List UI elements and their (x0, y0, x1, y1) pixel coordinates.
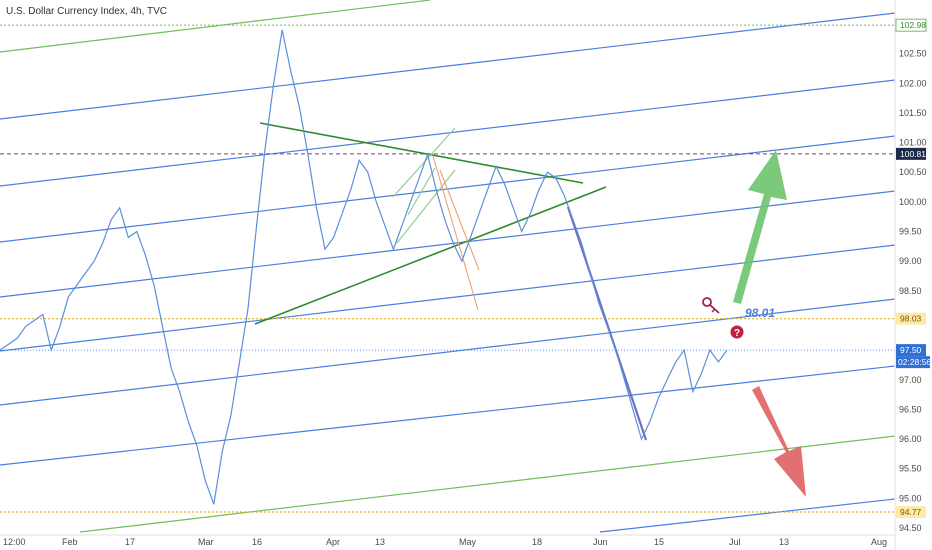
y-tick-label: 101.00 (899, 138, 927, 148)
mini-channel-line[interactable] (396, 169, 456, 244)
channel-line[interactable] (599, 498, 896, 533)
orange-line[interactable] (439, 169, 480, 271)
key-icon (702, 297, 720, 314)
channel-line[interactable] (0, 365, 896, 466)
x-tick-label: 13 (779, 537, 789, 547)
x-tick-label: 13 (375, 537, 385, 547)
x-tick-label: May (459, 537, 477, 547)
triangle-upper-line[interactable] (259, 122, 584, 184)
price-series-line (0, 29, 728, 505)
badge-yellow-upper: 98.03 (900, 314, 922, 324)
x-tick-label: 18 (532, 537, 542, 547)
y-tick-label: 101.50 (899, 108, 927, 118)
y-tick-label: 102.00 (899, 78, 927, 88)
y-tick-label: 100.50 (899, 167, 927, 177)
x-tick-label: Jun (593, 537, 608, 547)
parallel-channel-lines (0, 0, 896, 533)
y-tick-label: 100.00 (899, 197, 927, 207)
y-tick-label: 99.50 (899, 227, 922, 237)
channel-line[interactable] (0, 244, 896, 352)
down-arrow-icon[interactable] (752, 386, 806, 497)
x-tick-label: 16 (252, 537, 262, 547)
time-axis: 12:00 Feb 17 Mar 16 Apr 13 May 18 Jun 15 Jul 13 Aug (0, 534, 895, 547)
y-tick-label: 95.50 (899, 464, 922, 474)
drawing-tools (254, 122, 648, 441)
chart-title: U.S. Dollar Currency Index, 4h, TVC (6, 6, 167, 17)
y-tick-label: 95.00 (899, 493, 922, 503)
y-tick-label: 94.50 (899, 523, 922, 533)
x-tick-label: Feb (62, 537, 78, 547)
y-tick-label: 96.50 (899, 404, 922, 414)
badge-yellow-upper-bg (896, 312, 926, 325)
price-axis: 103.00102.50102.00101.50101.00100.50100.… (894, 0, 927, 550)
x-tick-label: Apr (326, 537, 340, 547)
channel-line[interactable] (0, 190, 896, 298)
svg-text:?: ? (734, 328, 740, 339)
annotation-value: 98.01 (745, 306, 775, 320)
channel-line[interactable] (0, 298, 896, 406)
y-tick-label: 97.00 (899, 375, 922, 385)
question-icon: ? (730, 325, 744, 339)
y-tick-label: 98.50 (899, 286, 922, 296)
badge-countdown: 02:28:56 (898, 357, 931, 367)
y-tick-label: 102.50 (899, 49, 927, 59)
mini-channel-line[interactable] (392, 127, 456, 198)
countdown-bg (896, 356, 930, 369)
channel-line[interactable] (0, 0, 431, 53)
annotation-group: 98.01 ? (702, 297, 775, 339)
horizontal-levels (0, 24, 895, 513)
price-badges: 102.98 100.81 98.03 97.50 02:28:56 94.77 (895, 18, 931, 518)
badge-upper-dashed: 100.81 (900, 149, 926, 159)
prediction-arrows (733, 150, 806, 497)
x-tick-label: 15 (654, 537, 664, 547)
downtrend-line[interactable] (566, 206, 648, 441)
badge-top: 102.98 (900, 20, 926, 30)
y-tick-label: 96.00 (899, 434, 922, 444)
x-tick-label: Mar (198, 537, 214, 547)
channel-line[interactable] (0, 12, 896, 120)
x-tick-label: Aug (871, 537, 887, 547)
x-tick-label: 12:00 (3, 537, 26, 547)
badge-top-bg (895, 18, 927, 32)
badge-current: 97.50 (900, 345, 922, 355)
x-tick-label: Jul (729, 537, 741, 547)
channel-line[interactable] (0, 79, 896, 187)
orange-line[interactable] (432, 155, 479, 311)
badge-yellow-lower: 94.77 (900, 507, 922, 517)
triangle-lower-line[interactable] (254, 186, 607, 325)
badge-upper-dashed-bg (896, 147, 926, 160)
x-tick-label: 17 (125, 537, 135, 547)
badge-current-bg (896, 344, 926, 357)
badge-yellow-lower-bg (896, 505, 926, 518)
y-tick-label: 99.00 (899, 256, 922, 266)
up-arrow-icon[interactable] (733, 150, 787, 304)
mini-channel-line[interactable] (407, 167, 436, 216)
channel-line[interactable] (79, 435, 896, 533)
